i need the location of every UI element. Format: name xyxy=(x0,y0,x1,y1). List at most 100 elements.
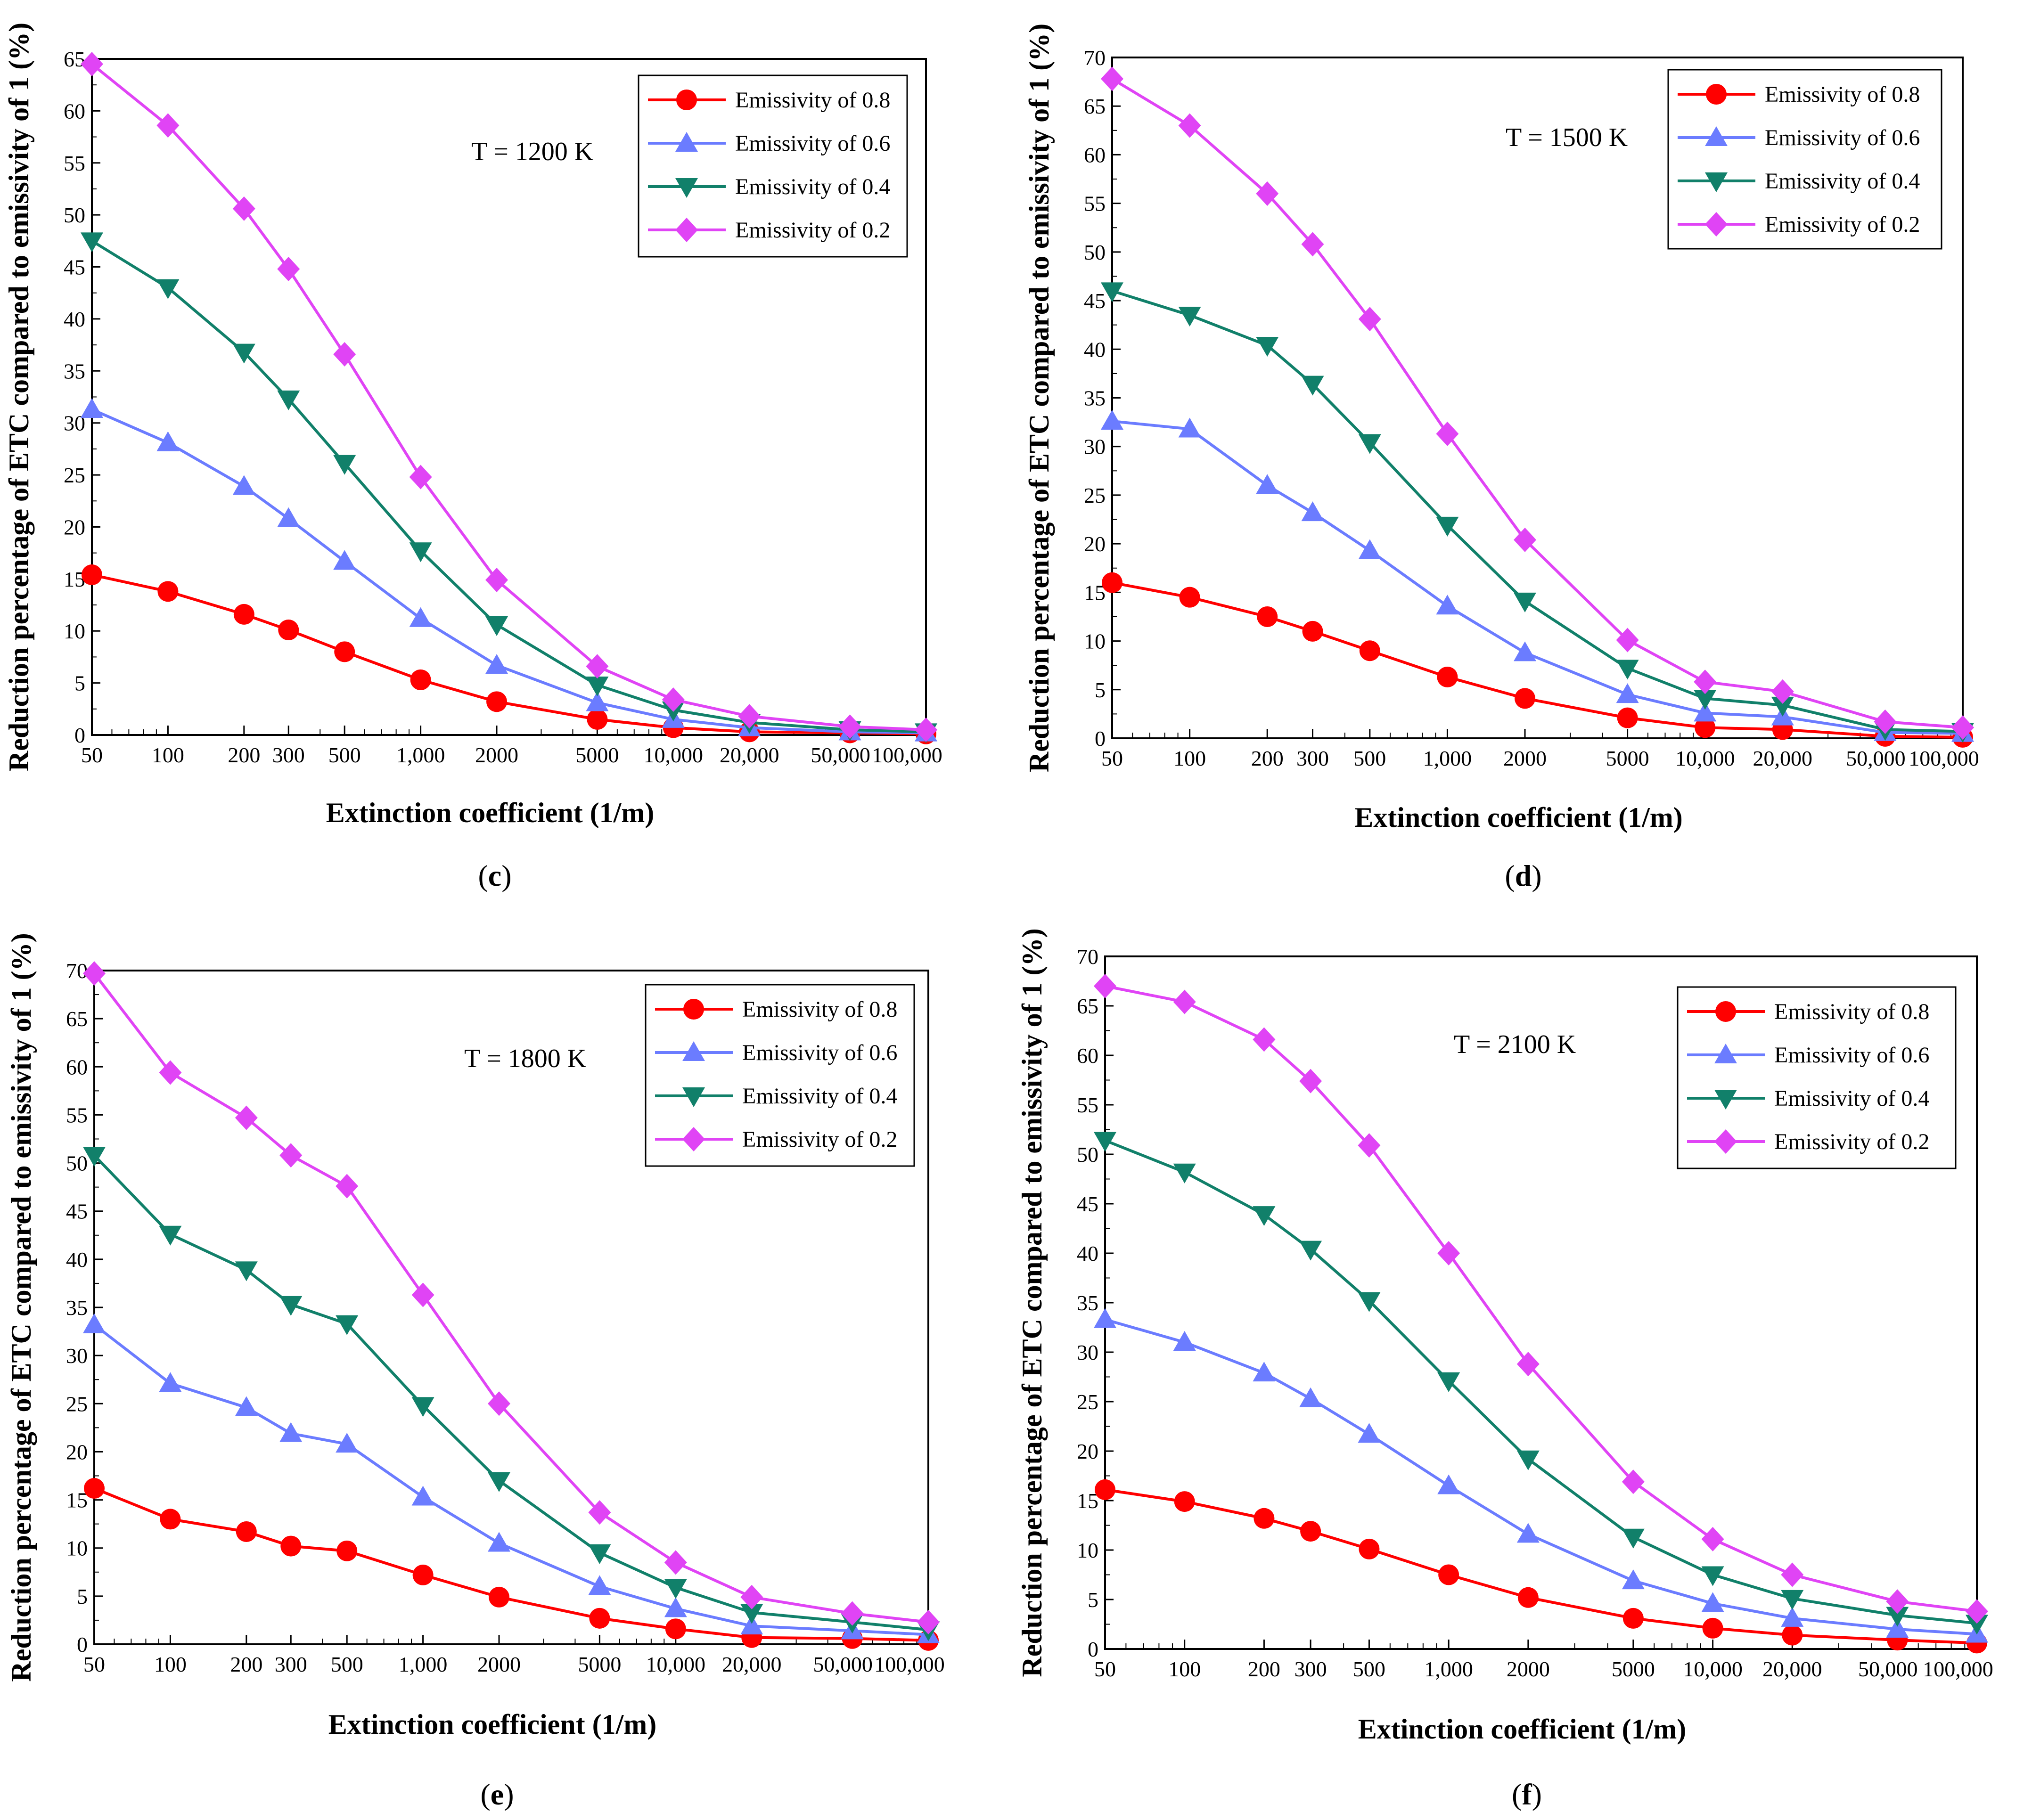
series-line-emissivity-0-6 xyxy=(1105,1318,1977,1636)
data-point xyxy=(588,1544,611,1564)
y-tick-label: 55 xyxy=(1077,1093,1098,1117)
y-tick-label: 35 xyxy=(64,359,85,383)
legend-label: Emissivity of 0.8 xyxy=(1774,999,1929,1024)
legend-marker xyxy=(675,132,698,152)
data-point xyxy=(1102,572,1123,593)
data-point xyxy=(232,343,255,364)
x-tick-label: 5000 xyxy=(575,743,619,767)
legend-label: Emissivity of 0.4 xyxy=(1774,1086,1929,1111)
y-tick-label: 65 xyxy=(1077,994,1098,1018)
data-point xyxy=(1094,974,1116,998)
y-tick-label: 5 xyxy=(1088,1588,1098,1612)
data-point xyxy=(81,52,103,77)
data-point xyxy=(1254,1508,1275,1529)
y-tick-label: 25 xyxy=(64,463,85,487)
legend-marker xyxy=(1706,84,1727,105)
series-line-emissivity-0-2 xyxy=(93,972,929,1624)
data-point xyxy=(1517,1587,1539,1608)
x-tick-label: 500 xyxy=(1353,746,1386,770)
panel-label: (e) xyxy=(480,1778,514,1811)
data-point xyxy=(159,1060,182,1085)
data-point xyxy=(664,1597,687,1617)
data-point xyxy=(1437,1241,1460,1265)
data-point xyxy=(82,564,102,586)
data-point xyxy=(1695,717,1716,738)
data-point xyxy=(1253,1362,1276,1382)
x-tick-label: 500 xyxy=(1353,1657,1385,1681)
x-tick-label: 100,000 xyxy=(1909,746,1979,770)
data-point xyxy=(1094,1308,1116,1328)
data-point xyxy=(1299,1241,1322,1261)
data-point xyxy=(838,714,861,739)
x-tick-label: 100,000 xyxy=(872,743,942,767)
data-point xyxy=(277,390,300,410)
legend-label: Emissivity of 0.8 xyxy=(742,997,897,1022)
data-point xyxy=(277,507,300,527)
x-axis-title: Extinction coefficient (1/m) xyxy=(1358,1714,1686,1745)
y-tick-label: 35 xyxy=(1077,1291,1098,1315)
data-point xyxy=(409,542,432,563)
y-tick-label: 25 xyxy=(66,1392,88,1416)
y-tick-label: 60 xyxy=(1077,1044,1098,1068)
x-tick-label: 300 xyxy=(1295,1657,1327,1681)
x-tick-label: 100 xyxy=(1168,1657,1201,1681)
legend-marker xyxy=(1714,1044,1737,1063)
data-point xyxy=(1358,1292,1381,1312)
data-point xyxy=(157,581,179,602)
x-tick-label: 2000 xyxy=(475,743,518,767)
y-tick-label: 45 xyxy=(66,1200,88,1224)
y-tick-label: 30 xyxy=(66,1344,88,1368)
data-point xyxy=(159,1372,182,1392)
legend-label: Emissivity of 0.2 xyxy=(735,218,890,243)
legend-marker xyxy=(682,1041,705,1061)
data-point xyxy=(1179,587,1200,608)
x-tick-label: 50 xyxy=(81,743,103,767)
x-tick-label: 2000 xyxy=(477,1652,521,1676)
series-line-emissivity-0-4 xyxy=(93,1154,929,1632)
y-tick-label: 10 xyxy=(66,1536,88,1560)
data-point xyxy=(1516,1352,1540,1377)
data-point xyxy=(83,1313,106,1333)
y-tick-label: 15 xyxy=(64,567,85,591)
data-point xyxy=(333,342,356,367)
data-point xyxy=(1436,595,1459,615)
temperature-annotation: T = 1500 K xyxy=(1506,123,1628,152)
x-tick-label: 200 xyxy=(228,743,260,767)
y-tick-label: 20 xyxy=(66,1440,88,1464)
x-tick-label: 200 xyxy=(230,1652,262,1676)
y-tick-label: 0 xyxy=(74,723,85,747)
x-tick-label: 500 xyxy=(331,1652,363,1676)
data-point xyxy=(412,1564,434,1585)
y-tick-label: 70 xyxy=(1077,945,1098,969)
x-tick-label: 1,000 xyxy=(399,1652,448,1676)
data-point xyxy=(1437,666,1458,687)
data-point xyxy=(411,1397,434,1417)
series-line-emissivity-0-2 xyxy=(1105,985,1977,1613)
data-point xyxy=(411,1282,434,1307)
data-point xyxy=(485,616,508,636)
x-tick-label: 200 xyxy=(1248,1657,1280,1681)
y-tick-label: 35 xyxy=(1084,386,1106,410)
series-line-emissivity-0-8 xyxy=(1112,581,1963,739)
data-point xyxy=(1253,1206,1276,1226)
data-point xyxy=(740,1604,763,1624)
data-point xyxy=(586,677,609,697)
x-tick-label: 1,000 xyxy=(1424,1657,1473,1681)
y-tick-label: 20 xyxy=(64,515,85,539)
data-point xyxy=(1701,1526,1724,1551)
series-line-emissivity-0-4 xyxy=(1112,289,1963,733)
data-point xyxy=(1101,410,1123,430)
data-point xyxy=(411,1485,434,1506)
data-point xyxy=(1874,709,1897,734)
data-point xyxy=(333,550,356,570)
legend-label: Emissivity of 0.4 xyxy=(1765,169,1920,194)
x-tick-label: 100 xyxy=(154,1652,187,1676)
x-tick-label: 100 xyxy=(152,743,184,767)
x-tick-label: 300 xyxy=(275,1652,307,1676)
data-point xyxy=(662,687,685,712)
y-tick-label: 70 xyxy=(66,959,88,983)
data-point xyxy=(485,654,508,674)
legend-marker xyxy=(1705,212,1728,237)
x-tick-label: 50,000 xyxy=(1858,1657,1918,1681)
data-point xyxy=(1256,181,1279,206)
